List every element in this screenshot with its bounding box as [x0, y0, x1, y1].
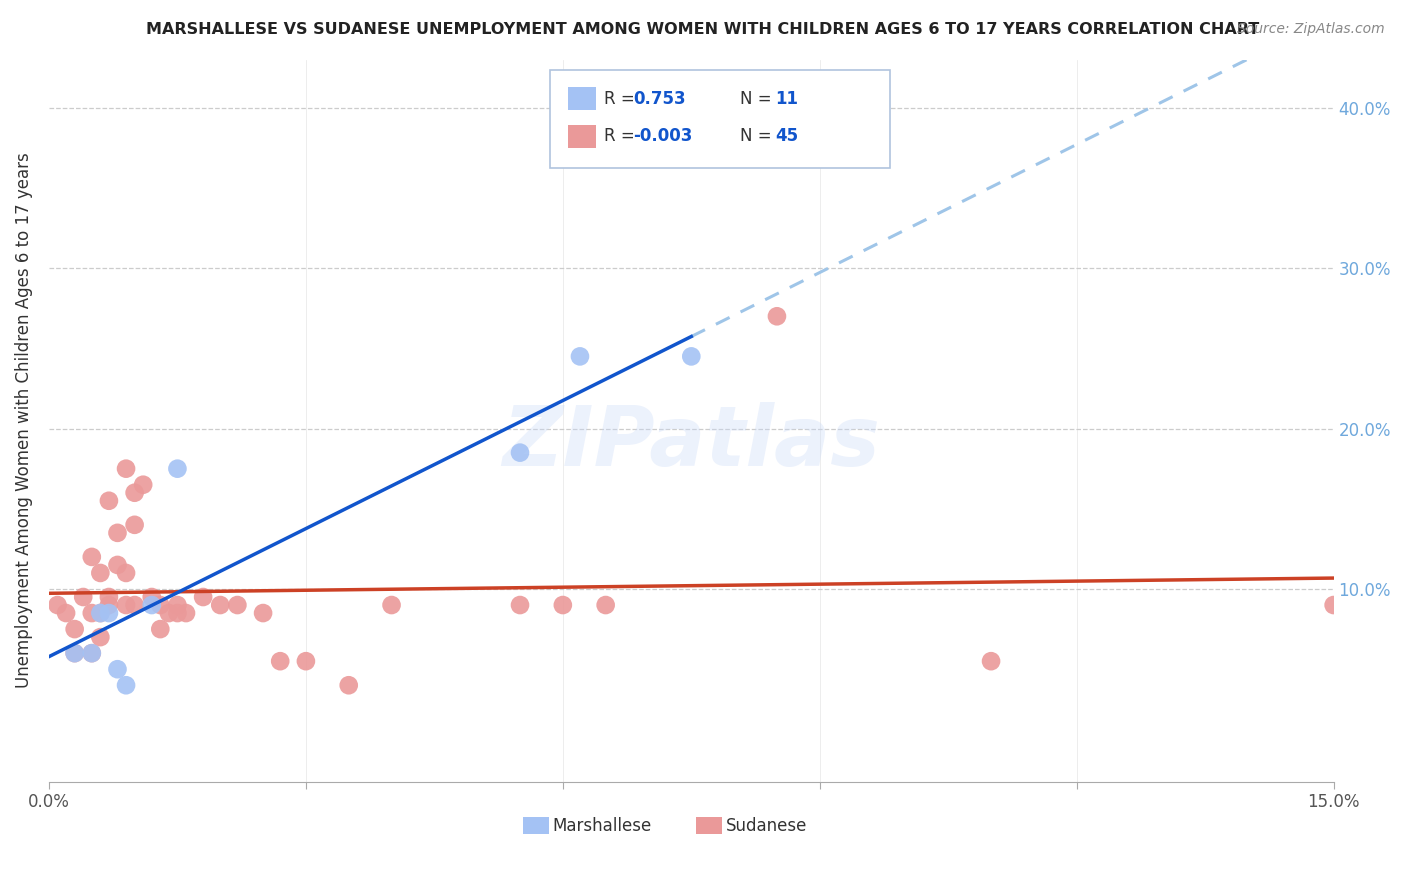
Point: [97, 493, 120, 508]
FancyBboxPatch shape: [568, 87, 596, 110]
Point: [63, 646, 86, 660]
Point: [595, 598, 617, 612]
Point: [115, 566, 138, 580]
Point: [124, 485, 146, 500]
Text: 0.753: 0.753: [634, 89, 686, 108]
Point: [55, 606, 77, 620]
Point: [551, 598, 574, 612]
Text: Source: ZipAtlas.com: Source: ZipAtlas.com: [1237, 22, 1385, 37]
Point: [191, 590, 214, 604]
Point: [80, 646, 103, 660]
Point: [97, 598, 120, 612]
Point: [63, 646, 86, 660]
Text: Marshallese: Marshallese: [553, 816, 652, 835]
Point: [681, 350, 703, 364]
Point: [97, 606, 120, 620]
Point: [124, 598, 146, 612]
Point: [107, 558, 129, 572]
Point: [166, 606, 188, 620]
Point: [980, 654, 1002, 668]
Point: [89, 566, 111, 580]
Point: [149, 598, 172, 612]
Text: 11: 11: [775, 89, 797, 108]
Point: [72, 590, 94, 604]
Point: [89, 630, 111, 644]
Point: [132, 477, 155, 491]
Point: [174, 606, 197, 620]
Point: [97, 590, 120, 604]
Point: [149, 622, 172, 636]
Point: [80, 549, 103, 564]
Point: [209, 598, 232, 612]
Point: [141, 598, 163, 612]
FancyBboxPatch shape: [568, 125, 596, 148]
Point: [124, 517, 146, 532]
Point: [115, 598, 138, 612]
Point: [89, 606, 111, 620]
Point: [89, 606, 111, 620]
Point: [226, 598, 249, 612]
Point: [766, 310, 789, 324]
Point: [295, 654, 318, 668]
Point: [80, 646, 103, 660]
Y-axis label: Unemployment Among Women with Children Ages 6 to 17 years: Unemployment Among Women with Children A…: [15, 153, 32, 689]
FancyBboxPatch shape: [550, 70, 890, 168]
Point: [166, 461, 188, 475]
Point: [337, 678, 360, 692]
Text: MARSHALLESE VS SUDANESE UNEMPLOYMENT AMONG WOMEN WITH CHILDREN AGES 6 TO 17 YEAR: MARSHALLESE VS SUDANESE UNEMPLOYMENT AMO…: [146, 22, 1260, 37]
Point: [157, 606, 180, 620]
Text: Sudanese: Sudanese: [725, 816, 807, 835]
Point: [1323, 598, 1346, 612]
Point: [141, 590, 163, 604]
Point: [568, 350, 591, 364]
Point: [509, 598, 531, 612]
Point: [80, 606, 103, 620]
Text: -0.003: -0.003: [634, 128, 693, 145]
Point: [509, 445, 531, 459]
Point: [63, 622, 86, 636]
FancyBboxPatch shape: [523, 817, 548, 834]
Text: N =: N =: [740, 128, 772, 145]
Text: ZIPatlas: ZIPatlas: [502, 401, 880, 483]
Text: N =: N =: [740, 89, 772, 108]
Text: R =: R =: [605, 128, 634, 145]
Text: R =: R =: [605, 89, 634, 108]
Point: [166, 598, 188, 612]
Point: [380, 598, 402, 612]
Point: [115, 678, 138, 692]
Point: [115, 461, 138, 475]
Point: [269, 654, 291, 668]
Point: [107, 525, 129, 540]
Point: [107, 662, 129, 676]
Text: 45: 45: [775, 128, 799, 145]
Point: [46, 598, 69, 612]
Point: [252, 606, 274, 620]
FancyBboxPatch shape: [696, 817, 723, 834]
